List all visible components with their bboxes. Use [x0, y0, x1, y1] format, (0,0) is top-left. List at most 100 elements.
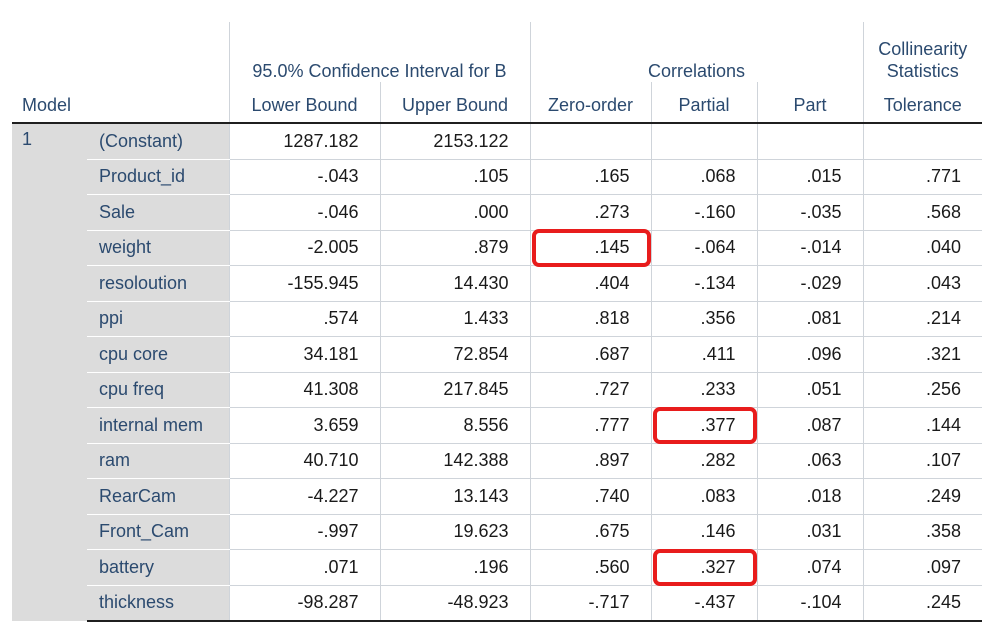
header-spacer	[12, 22, 229, 82]
partial-cell	[650, 123, 757, 160]
collinearity-header: Collinearity Statistics	[862, 22, 983, 82]
part-cell: -.104	[756, 585, 864, 622]
row-label: cpu core	[87, 336, 229, 373]
lower-bound-cell: -155.945	[228, 265, 380, 302]
tolerance-cell	[862, 123, 983, 160]
zero-order-cell: .404	[529, 265, 651, 302]
zero-order-cell: .727	[529, 372, 651, 408]
zero-order-cell: .687	[529, 336, 651, 373]
highlight-box	[653, 406, 757, 444]
part-cell: -.035	[756, 194, 864, 231]
partial-header: Partial	[650, 82, 757, 124]
upper-bound-cell: .196	[379, 549, 530, 586]
upper-bound-cell: 13.143	[379, 478, 530, 515]
table-row: 1 (Constant) 1287.182 2153.122	[12, 123, 983, 621]
lower-bound-cell: -.046	[228, 194, 380, 231]
lower-bound-cell: -.997	[228, 514, 380, 550]
upper-bound-cell: 14.430	[379, 265, 530, 302]
lower-bound-cell: .574	[228, 301, 380, 337]
tolerance-header: Tolerance	[862, 82, 983, 124]
lower-bound-cell: .071	[228, 549, 380, 586]
part-cell: -.029	[756, 265, 864, 302]
table-row: resoloution -155.945 14.430.404 -.134 -.029.…	[12, 265, 983, 302]
tolerance-cell: .358	[862, 514, 983, 550]
partial-cell: .411	[650, 336, 757, 373]
zero-order-cell: .165	[529, 159, 651, 195]
upper-bound-cell: 2153.122	[379, 123, 530, 160]
zero-order-cell	[529, 123, 651, 160]
upper-bound-header: Upper Bound	[379, 82, 530, 124]
tolerance-cell: .245	[862, 585, 983, 622]
part-cell: .015	[756, 159, 864, 195]
zero-order-cell: .818	[529, 301, 651, 337]
tolerance-cell: .144	[862, 407, 983, 444]
row-label: weight	[87, 230, 229, 266]
lower-bound-cell: 1287.182	[228, 123, 380, 160]
lower-bound-cell: -4.227	[228, 478, 380, 515]
zero-order-cell: .145	[529, 230, 651, 266]
part-header: Part	[756, 82, 864, 124]
partial-cell: -.160	[650, 194, 757, 231]
lower-bound-cell: 41.308	[228, 372, 380, 408]
part-cell: .031	[756, 514, 864, 550]
partial-cell: .377	[650, 407, 757, 444]
part-cell: .087	[756, 407, 864, 444]
zero-order-cell: .560	[529, 549, 651, 586]
tolerance-cell: .097	[862, 549, 983, 586]
model-column-header: Model	[12, 82, 229, 124]
part-cell: -.014	[756, 230, 864, 266]
coefficients-table: 95.0% Confidence Interval for B Correlat…	[12, 22, 983, 622]
partial-cell: .068	[650, 159, 757, 195]
row-label: RearCam	[87, 478, 229, 515]
part-cell: .096	[756, 336, 864, 373]
table-row: RearCam -4.227 13.143.740.083.018.249	[12, 478, 983, 515]
upper-bound-cell: 8.556	[379, 407, 530, 444]
partial-cell: .083	[650, 478, 757, 515]
upper-bound-cell: .000	[379, 194, 530, 231]
zero-order-header: Zero-order	[529, 82, 651, 124]
table-row: Sale -.046.000.273 -.160 -.035.568	[12, 194, 983, 231]
lower-bound-cell: 3.659	[228, 407, 380, 444]
zero-order-cell: -.717	[529, 585, 651, 622]
lower-bound-cell: 40.710	[228, 443, 380, 479]
table-row: ram 40.710 142.388.897.282.063.107	[12, 443, 983, 479]
row-label: Front_Cam	[87, 514, 229, 550]
table-row: battery .071.196.560.327.074.097	[12, 549, 983, 586]
lower-bound-cell: -98.287	[228, 585, 380, 622]
tolerance-cell: .249	[862, 478, 983, 515]
row-label: battery	[87, 549, 229, 586]
table-row: thickness -98.287 -48.923 -.717 -.437 -.104.2…	[12, 585, 983, 622]
partial-cell: -.064	[650, 230, 757, 266]
upper-bound-cell: .105	[379, 159, 530, 195]
table-row: internal mem 3.659 8.556.777.377.087.144	[12, 407, 983, 444]
lower-bound-cell: -.043	[228, 159, 380, 195]
row-label: ram	[87, 443, 229, 479]
upper-bound-cell: 142.388	[379, 443, 530, 479]
model-number: 1	[12, 123, 87, 621]
part-cell: .063	[756, 443, 864, 479]
tolerance-cell: .256	[862, 372, 983, 408]
table-row: Front_Cam -.997 19.623.675.146.031.358	[12, 514, 983, 550]
partial-cell: .327	[650, 549, 757, 586]
correlations-header: Correlations	[529, 22, 864, 82]
row-label: thickness	[87, 585, 229, 622]
row-label: internal mem	[87, 407, 229, 444]
upper-bound-cell: -48.923	[379, 585, 530, 622]
upper-bound-cell: .879	[379, 230, 530, 266]
upper-bound-cell: 72.854	[379, 336, 530, 373]
row-label: cpu freq	[87, 372, 229, 408]
partial-cell: .282	[650, 443, 757, 479]
partial-cell: .356	[650, 301, 757, 337]
partial-cell: -.134	[650, 265, 757, 302]
row-label: ppi	[87, 301, 229, 337]
tolerance-cell: .771	[862, 159, 983, 195]
table-row: ppi .574 1.433.818.356.081.214	[12, 301, 983, 337]
zero-order-cell: .675	[529, 514, 651, 550]
upper-bound-cell: 1.433	[379, 301, 530, 337]
part-cell: .074	[756, 549, 864, 586]
tolerance-cell: .214	[862, 301, 983, 337]
tolerance-cell: .321	[862, 336, 983, 373]
tolerance-cell: .107	[862, 443, 983, 479]
partial-cell: -.437	[650, 585, 757, 622]
highlight-box	[653, 548, 757, 586]
